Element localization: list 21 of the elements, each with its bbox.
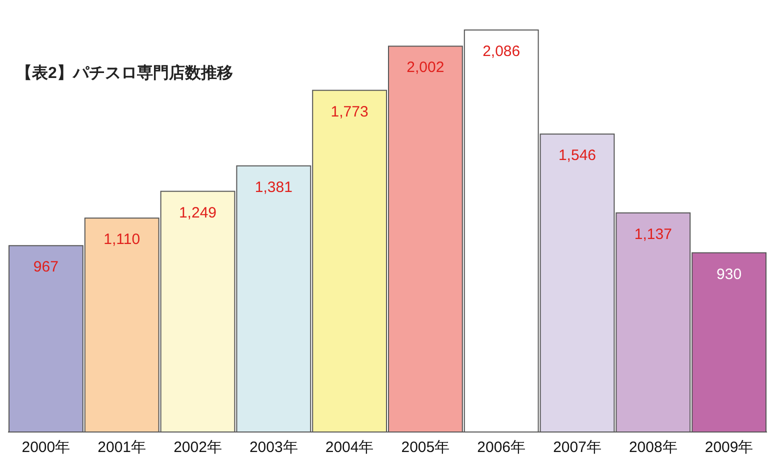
data-label: 1,110 [104, 231, 140, 248]
data-label: 1,137 [634, 226, 672, 243]
x-tick-label: 2006年 [477, 439, 526, 456]
data-label: 2,086 [482, 43, 520, 60]
x-tick-label: 2001年 [98, 439, 146, 456]
data-label: 1,249 [178, 204, 217, 222]
x-tick-label: 2003年 [249, 439, 298, 456]
x-tick-label: 2004年 [325, 439, 374, 456]
x-tick-label: 2000年 [22, 439, 70, 456]
text: 【表2】パチスロ専門店数推移 [16, 63, 233, 82]
data-label: 2,002 [406, 59, 444, 76]
data-label: 930 [716, 266, 742, 283]
data-label: 967 [33, 258, 58, 276]
x-tick-label: 2009年 [704, 439, 754, 456]
x-tick-label: 2005年 [401, 439, 450, 456]
data-label: 1,381 [254, 178, 292, 196]
x-tick-label: 2008年 [628, 439, 678, 456]
x-tick-label: 2002年 [174, 439, 222, 456]
data-label: 1,773 [330, 103, 368, 120]
data-label: 1,546 [558, 147, 596, 164]
x-tick-label: 2007年 [553, 439, 602, 456]
